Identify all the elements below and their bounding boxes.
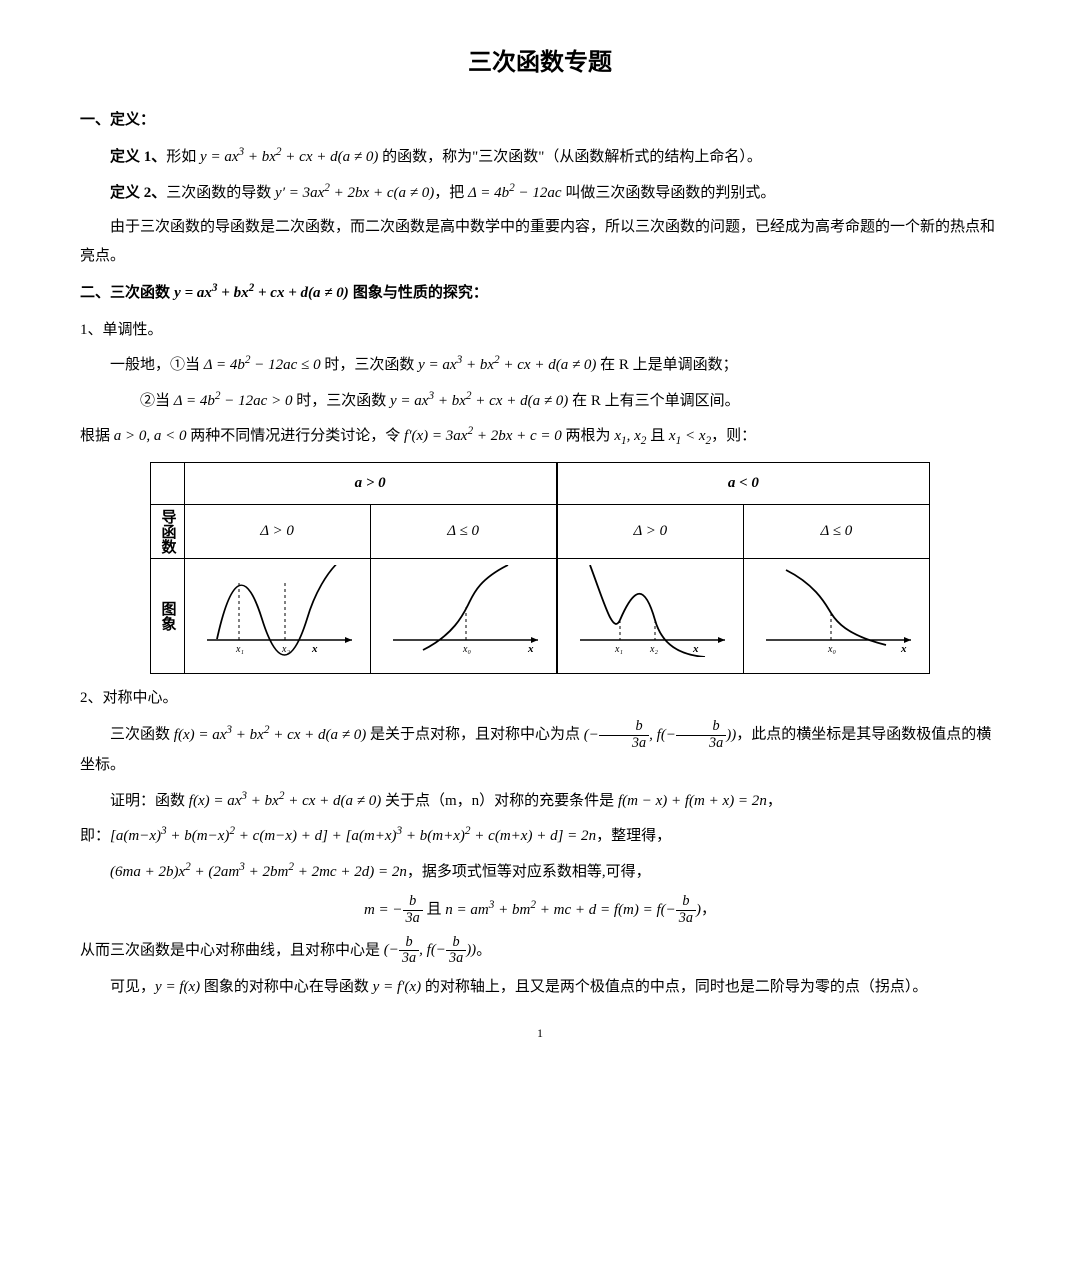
sym-conclusion: 从而三次函数是中心对称曲线，且对称中心是 (−b3a, f(−b3a))。: [80, 935, 1000, 967]
sym-eq1: 即：[a(m−x)3 + b(m−x)2 + c(m−x) + d] + [a(…: [80, 821, 1000, 851]
cell-delta-nonpos: Δ ≤ 0: [370, 504, 557, 558]
mono-case1: 一般地，①当 Δ = 4b2 − 12ac ≤ 0 时，三次函数 y = ax3…: [80, 350, 1000, 380]
cell-delta-pos: Δ > 0: [184, 504, 370, 558]
table-row: a > 0 a < 0: [151, 463, 930, 505]
page-title: 三次函数专题: [80, 40, 1000, 86]
def1: 定义 1、形如 y = ax3 + bx2 + cx + d(a ≠ 0) 的函…: [80, 142, 1000, 172]
page-number: 1: [80, 1022, 1000, 1045]
sym-remark: 可见，y = f(x) 图象的对称中心在导函数 y = f′(x) 的对称轴上，…: [80, 973, 1000, 1002]
svg-text:x: x: [692, 643, 699, 655]
svg-text:x₂: x₂: [649, 644, 658, 655]
graph-aneg-dnonpos: x₀ x: [743, 558, 929, 674]
sym-proof: 证明：函数 f(x) = ax3 + bx2 + cx + d(a ≠ 0) 关…: [80, 786, 1000, 816]
section1-head: 一、定义：: [80, 106, 1000, 135]
svg-text:x₁: x₁: [614, 644, 623, 655]
cell-delta-pos: Δ > 0: [557, 504, 744, 558]
svg-text:x: x: [311, 643, 318, 655]
subsection-mono: 1、单调性。: [80, 316, 1000, 345]
row-deriv-label: 导函数: [151, 504, 185, 558]
svg-text:x₀: x₀: [462, 644, 471, 655]
def1-eq: y = ax3 + bx2 + cx + d(a ≠ 0): [200, 149, 378, 165]
graph-aneg-dpos: x₁ x₂ x: [557, 558, 744, 674]
svg-text:x: x: [900, 643, 907, 655]
mono-case2: ②当 Δ = 4b2 − 12ac > 0 时，三次函数 y = ax3 + b…: [140, 386, 1000, 416]
row-graph-label: 图象: [151, 558, 185, 674]
cell-delta-nonpos: Δ ≤ 0: [743, 504, 929, 558]
graph-apos-dnonpos: x₀ x: [370, 558, 557, 674]
classify-note: 根据 a > 0, a < 0 两种不同情况进行分类讨论，令 f′(x) = 3…: [80, 421, 1000, 452]
sym-p1: 三次函数 f(x) = ax3 + bx2 + cx + d(a ≠ 0) 是关…: [80, 719, 1000, 780]
sym-eq2: (6ma + 2b)x2 + (2am3 + 2bm2 + 2mc + 2d) …: [80, 857, 1000, 887]
col-a-neg: a < 0: [557, 463, 930, 505]
def1-label: 定义 1、: [110, 149, 166, 165]
table-row: 图象 x₁ x₂ x x₀ x: [151, 558, 930, 674]
def2-label: 定义 2、: [110, 185, 166, 201]
note1: 由于三次函数的导函数是二次函数，而二次函数是高中数学中的重要内容，所以三次函数的…: [80, 213, 1000, 270]
graph-table: a > 0 a < 0 导函数 Δ > 0 Δ ≤ 0 Δ > 0 Δ ≤ 0 …: [150, 462, 930, 674]
svg-text:x₁: x₁: [235, 644, 244, 655]
sym-result: m = −b3a 且 n = am3 + bm2 + mc + d = f(m)…: [80, 894, 1000, 926]
table-row: 导函数 Δ > 0 Δ ≤ 0 Δ > 0 Δ ≤ 0: [151, 504, 930, 558]
svg-text:x₀: x₀: [827, 644, 836, 655]
svg-text:x: x: [527, 643, 534, 655]
col-a-pos: a > 0: [184, 463, 557, 505]
graph-apos-dpos: x₁ x₂ x: [184, 558, 370, 674]
section2-head: 二、三次函数 y = ax3 + bx2 + cx + d(a ≠ 0) 图象与…: [80, 278, 1000, 308]
def2: 定义 2、三次函数的导数 y′ = 3ax2 + 2bx + c(a ≠ 0)，…: [80, 178, 1000, 208]
subsection-symmetry: 2、对称中心。: [80, 684, 1000, 713]
svg-text:x₂: x₂: [281, 644, 290, 655]
